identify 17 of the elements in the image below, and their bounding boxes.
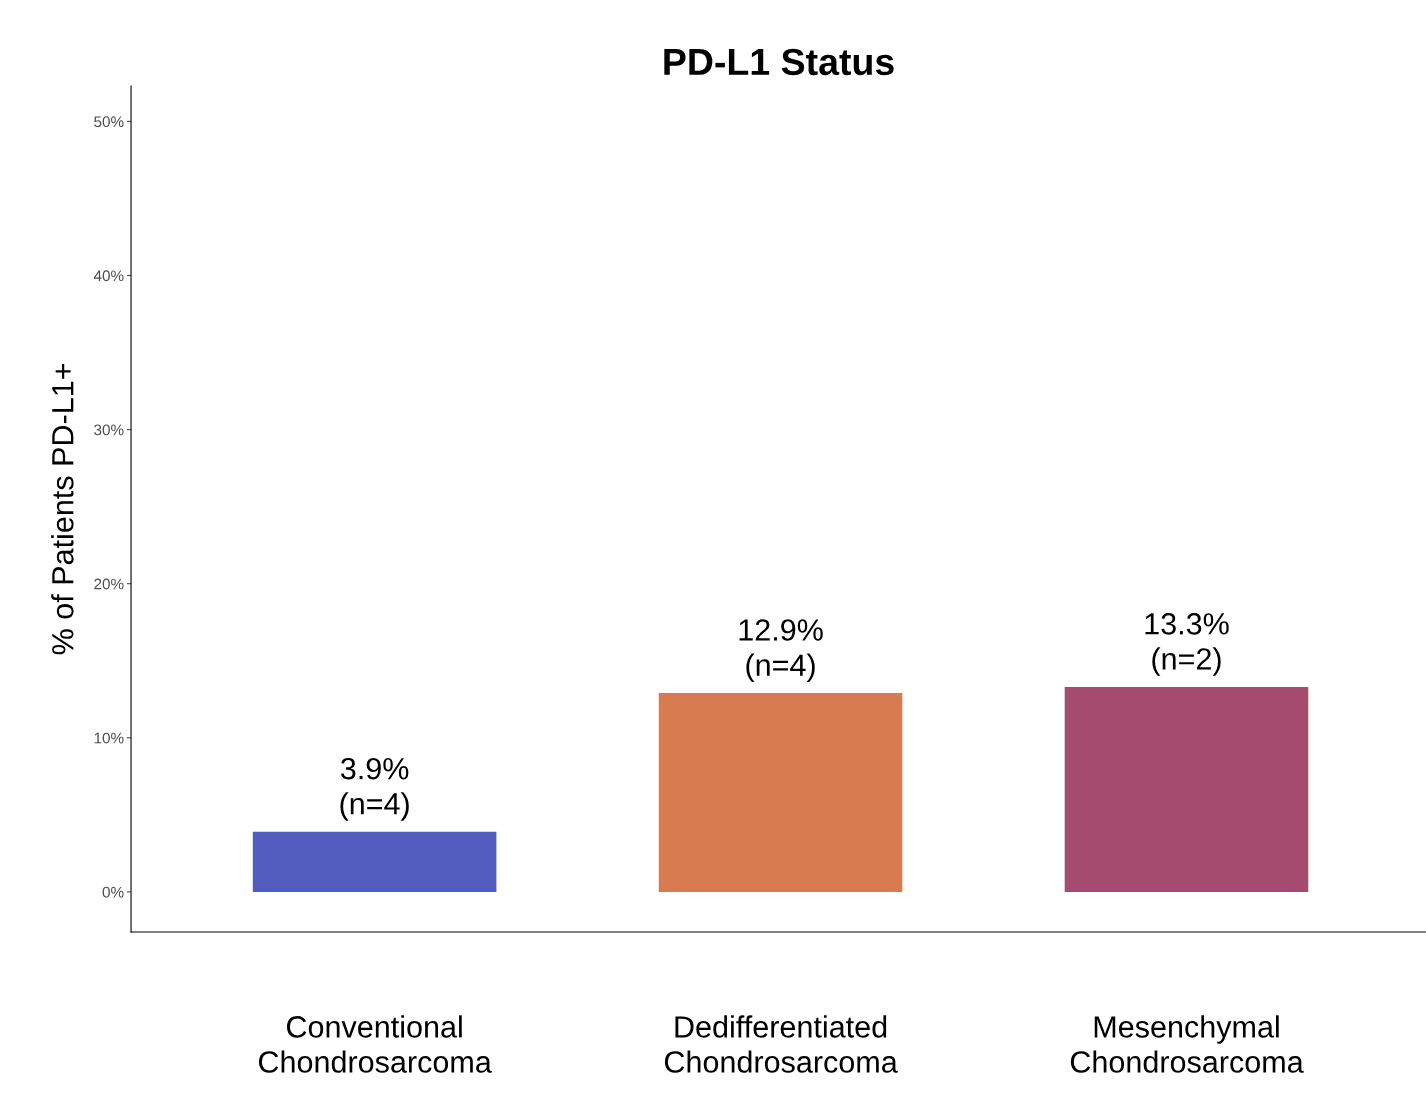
bar xyxy=(1064,686,1309,892)
chart-title: PD-L1 Status xyxy=(664,48,894,76)
y-axis-title: % of Patients PD-L1+ xyxy=(51,363,74,655)
y-tick-label: 0% xyxy=(102,886,124,898)
y-tick-label: 50% xyxy=(94,116,124,128)
x-tick-label: Mesenchymal Chondrosarcoma xyxy=(1070,1015,1304,1073)
y-tick-label: 20% xyxy=(94,578,124,590)
x-tick-label: Dedifferentiated Chondrosarcoma xyxy=(664,1015,898,1073)
data-label: 3.9% (n=4) xyxy=(340,757,409,821)
y-tick-label: 10% xyxy=(94,732,124,744)
bar xyxy=(658,693,903,892)
bar xyxy=(252,831,497,892)
y-tick-label: 40% xyxy=(93,270,124,282)
x-tick-label: Conventional Chondrosarcoma xyxy=(258,1015,492,1073)
y-tick-label: 30% xyxy=(94,424,124,436)
data-label: 12.9% (n=4) xyxy=(739,619,823,682)
data-label: 13.3% (n=2) xyxy=(1145,613,1229,676)
